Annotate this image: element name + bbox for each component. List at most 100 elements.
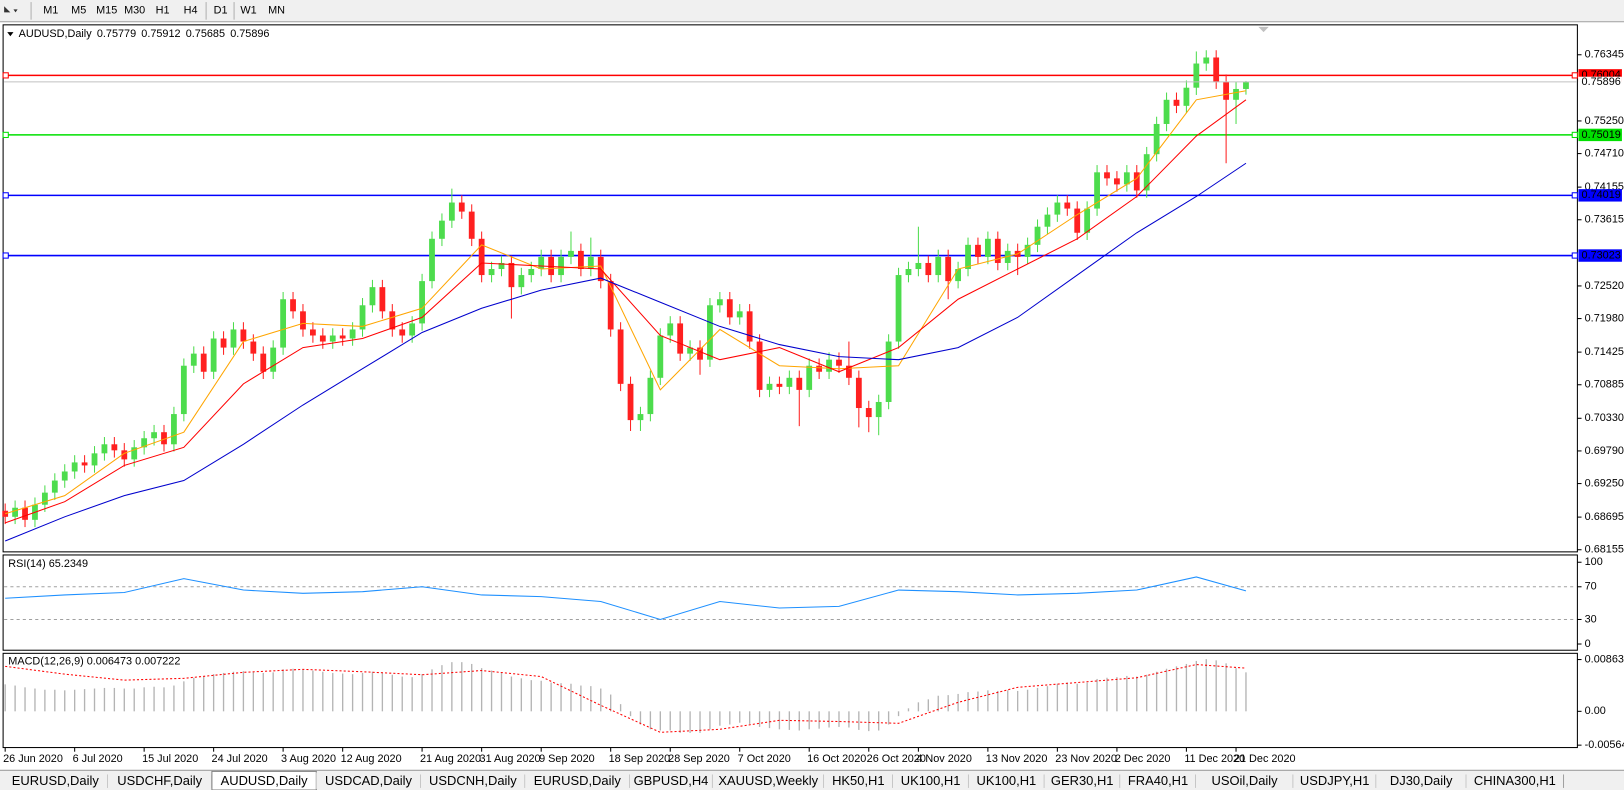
tab-label[interactable]: USOil,Daily	[1211, 773, 1278, 788]
candle-body	[309, 329, 316, 336]
tab-label[interactable]: UK100,H1	[977, 773, 1037, 788]
moving-average	[5, 99, 1247, 524]
candle-body	[300, 311, 306, 330]
candle-body	[280, 299, 287, 348]
tab[interactable]	[1044, 772, 1121, 789]
candle-body	[945, 256, 952, 282]
candle-body	[369, 287, 376, 306]
candle-body	[1084, 208, 1091, 233]
level-handle	[2, 131, 9, 139]
tab-label[interactable]: XAUUSD,Weekly	[718, 773, 818, 788]
timeframe-button[interactable]: W1	[240, 5, 256, 17]
candle-body	[915, 262, 922, 270]
timeframe-button[interactable]: H4	[184, 5, 198, 17]
toolbar-icon[interactable]	[4, 6, 18, 13]
tab-label[interactable]: CHINA300,H1	[1474, 773, 1556, 788]
timeframe-button[interactable]: M1	[43, 5, 58, 17]
y-tick-label: 0.75250	[1585, 115, 1624, 127]
candle-body	[865, 408, 872, 418]
y-tick-label: 0.68695	[1585, 511, 1624, 523]
candle-body	[220, 338, 227, 348]
candle-body	[1133, 172, 1140, 191]
tab[interactable]	[107, 772, 212, 789]
chart-shift-marker[interactable]	[1258, 26, 1269, 33]
candle-body	[726, 299, 733, 318]
timeframe-button[interactable]: H1	[156, 5, 170, 17]
x-tick-label: 12 Aug 2020	[341, 753, 402, 765]
tab-label[interactable]: USDCAD,Daily	[325, 773, 413, 788]
level-label-box	[1578, 249, 1622, 262]
tab[interactable]	[712, 772, 825, 789]
candle-body	[657, 335, 664, 378]
candle-body	[180, 365, 187, 415]
candle-body	[339, 335, 346, 339]
candle-body	[1223, 81, 1230, 100]
timeframe-button[interactable]: M5	[71, 5, 86, 17]
tab[interactable]	[1195, 772, 1294, 789]
candle-body	[1143, 154, 1150, 191]
level-handle	[2, 252, 9, 259]
tab[interactable]	[629, 772, 713, 789]
tab[interactable]	[3, 772, 108, 789]
y-tick-label: 0.69790	[1585, 445, 1624, 457]
candle-body	[240, 329, 247, 342]
timeframe-button[interactable]: M15	[96, 5, 117, 17]
candle-body	[171, 414, 177, 445]
tab[interactable]	[1293, 772, 1377, 789]
level-handle	[1571, 252, 1578, 259]
tab[interactable]	[968, 772, 1045, 789]
tab-label[interactable]: GER30,H1	[1051, 773, 1114, 788]
tab-label[interactable]: AUDUSD,Daily	[221, 773, 309, 788]
tab[interactable]	[1376, 772, 1467, 789]
candle-body	[250, 341, 257, 354]
tab-label[interactable]: USDCNH,Daily	[429, 773, 517, 788]
x-tick-label: 7 Oct 2020	[738, 753, 791, 765]
timeframe-button[interactable]: M30	[124, 5, 145, 17]
x-tick-label: 2 Dec 2020	[1115, 753, 1171, 765]
tab[interactable]	[892, 772, 969, 789]
x-tick-label: 24 Jul 2020	[212, 753, 268, 765]
candle-body	[1243, 81, 1249, 89]
timeframe-button[interactable]: D1	[214, 5, 228, 17]
macd-panel	[2, 652, 1578, 749]
level-handle	[2, 192, 9, 199]
tab-label[interactable]: DJ30,Daily	[1390, 773, 1453, 788]
tab[interactable]	[824, 772, 893, 789]
candle-body	[1173, 99, 1180, 106]
candle-body	[796, 377, 803, 390]
candle-body	[558, 256, 564, 276]
candle-body	[984, 238, 991, 257]
candle-body	[528, 269, 535, 276]
y-tick-label: 0.71980	[1585, 312, 1624, 324]
x-tick-label: 15 Jul 2020	[142, 753, 198, 765]
tab[interactable]	[1466, 772, 1564, 789]
tab[interactable]	[420, 772, 526, 789]
symbol-title: AUDUSD,Daily	[19, 28, 93, 40]
candle-body	[578, 250, 584, 270]
toolbar	[0, 0, 1624, 22]
tab-label[interactable]: FRA40,H1	[1128, 773, 1188, 788]
header-high: 0.75912	[141, 28, 180, 40]
tab[interactable]	[1120, 772, 1196, 789]
symbol-menu-arrow[interactable]	[7, 32, 14, 37]
candle-body	[200, 353, 207, 372]
candle-body	[707, 305, 713, 360]
timeframe-button[interactable]: MN	[268, 5, 285, 17]
tab-label[interactable]: UK100,H1	[901, 773, 961, 788]
candle-body	[439, 220, 445, 239]
tab-label[interactable]: HK50,H1	[832, 773, 885, 788]
candle-body	[379, 287, 386, 312]
candle-body	[568, 250, 574, 257]
candle-body	[965, 244, 971, 270]
tab-label[interactable]: EURUSD,Daily	[534, 773, 622, 788]
candle-body	[746, 311, 753, 342]
tab[interactable]	[525, 772, 630, 789]
tab[interactable]	[316, 772, 421, 789]
tab-label[interactable]: EURUSD,Daily	[12, 773, 100, 788]
candle-body	[1193, 63, 1200, 88]
x-tick-label: 4 Nov 2020	[916, 753, 972, 765]
tab-label[interactable]: GBPUSD,H4	[634, 773, 709, 788]
tab-label[interactable]: USDJPY,H1	[1300, 773, 1370, 788]
candle-body	[617, 329, 624, 384]
tab-label[interactable]: USDCHF,Daily	[117, 773, 202, 788]
